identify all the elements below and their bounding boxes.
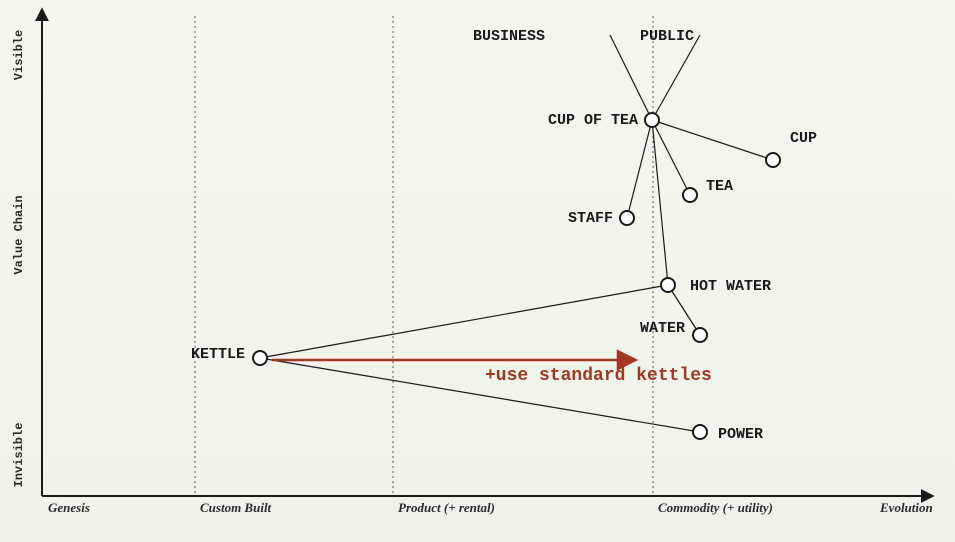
- chart-background: [0, 0, 955, 542]
- map-svg: Visible Value Chain Invisible Genesis Custom…: [0, 0, 955, 542]
- x-stage-label: Genesis: [48, 500, 90, 515]
- node-label-business: BUSINESS: [473, 28, 545, 45]
- node-hot_water: [661, 278, 675, 292]
- node-label-water: WATER: [640, 320, 685, 337]
- node-label-cup: CUP: [790, 130, 817, 147]
- x-axis-title: Evolution: [879, 500, 933, 515]
- node-cup_of_tea: [645, 113, 659, 127]
- wardley-map: Visible Value Chain Invisible Genesis Custom…: [0, 0, 955, 542]
- node-label-cup_of_tea: CUP OF TEA: [548, 112, 638, 129]
- y-axis-bottom-label: Invisible: [12, 423, 26, 488]
- x-stage-label: Commodity (+ utility): [658, 500, 773, 515]
- node-staff: [620, 211, 634, 225]
- annotation-text: +use standard kettles: [485, 366, 712, 386]
- node-label-public: PUBLIC: [640, 28, 694, 45]
- node-power: [693, 425, 707, 439]
- node-label-hot_water: HOT WATER: [690, 278, 771, 295]
- node-label-kettle: KETTLE: [191, 346, 245, 363]
- node-water: [693, 328, 707, 342]
- node-tea: [683, 188, 697, 202]
- x-stage-label: Custom Built: [200, 500, 272, 515]
- node-kettle: [253, 351, 267, 365]
- node-cup: [766, 153, 780, 167]
- node-label-tea: TEA: [706, 178, 733, 195]
- node-label-power: POWER: [718, 426, 763, 443]
- y-axis-top-label: Visible: [12, 30, 26, 80]
- node-label-staff: STAFF: [568, 210, 613, 227]
- y-axis-title: Value Chain: [12, 195, 26, 274]
- x-stage-label: Product (+ rental): [398, 500, 495, 515]
